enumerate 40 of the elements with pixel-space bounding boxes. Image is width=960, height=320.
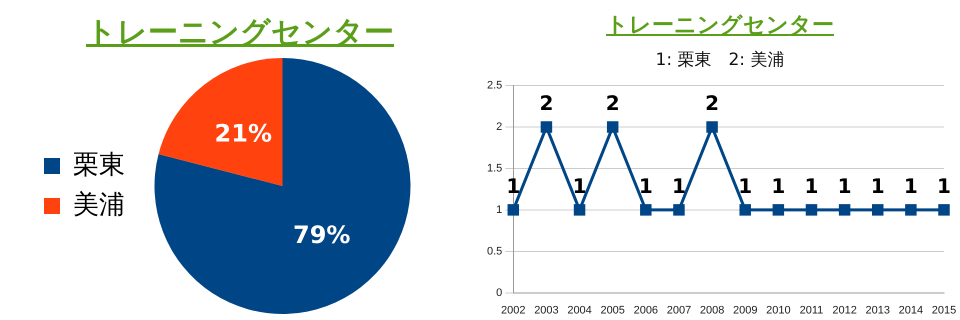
legend-label: 美浦 [73, 189, 125, 220]
x-tick-label: 2005 [600, 304, 625, 316]
x-tick-label: 2009 [732, 304, 758, 316]
data-label: 1 [672, 174, 686, 198]
data-label: 1 [572, 174, 587, 198]
x-tick-label: 2006 [634, 304, 658, 316]
data-label: 1 [937, 174, 951, 198]
x-tick-label: 2004 [567, 304, 592, 316]
y-tick-label: 1.5 [486, 162, 502, 175]
x-tick-label: 2011 [800, 304, 824, 316]
x-tick-label: 2003 [534, 304, 559, 316]
y-tick-label: 0 [496, 286, 502, 299]
chart-title: トレーニングセンター [85, 14, 395, 52]
data-label: 2 [705, 91, 720, 116]
y-tick-label: 2 [496, 121, 502, 134]
chart-subtitle: 1: 栗東 2: 美浦 [654, 49, 786, 71]
y-tick-label: 0.5 [486, 245, 502, 258]
x-tick-label: 2015 [932, 304, 956, 316]
legend-label: 栗東 [73, 149, 125, 180]
x-tick-label: 2007 [666, 304, 692, 316]
data-label: 1 [838, 174, 852, 198]
data-label: 1 [638, 174, 653, 198]
data-label: 1 [870, 174, 885, 198]
data-label: 2 [539, 91, 554, 116]
data-label: 1 [904, 174, 918, 198]
x-tick-label: 2014 [898, 304, 924, 316]
x-tick-label: 2008 [700, 304, 724, 316]
data-label: 79% [293, 220, 350, 249]
x-tick-label: 2010 [766, 304, 791, 316]
data-label: 1 [771, 174, 786, 198]
y-tick-label: 2.5 [486, 80, 502, 92]
x-tick-label: 2013 [865, 304, 890, 316]
data-label: 2 [606, 91, 620, 116]
x-tick-label: 2002 [501, 304, 526, 316]
chart-title: トレーニングセンター [605, 12, 835, 40]
data-label: 1 [738, 174, 752, 198]
data-label: 1 [804, 174, 818, 198]
x-tick-label: 2012 [832, 304, 857, 316]
y-tick-label: 1 [496, 204, 502, 216]
data-label: 21% [214, 120, 272, 148]
